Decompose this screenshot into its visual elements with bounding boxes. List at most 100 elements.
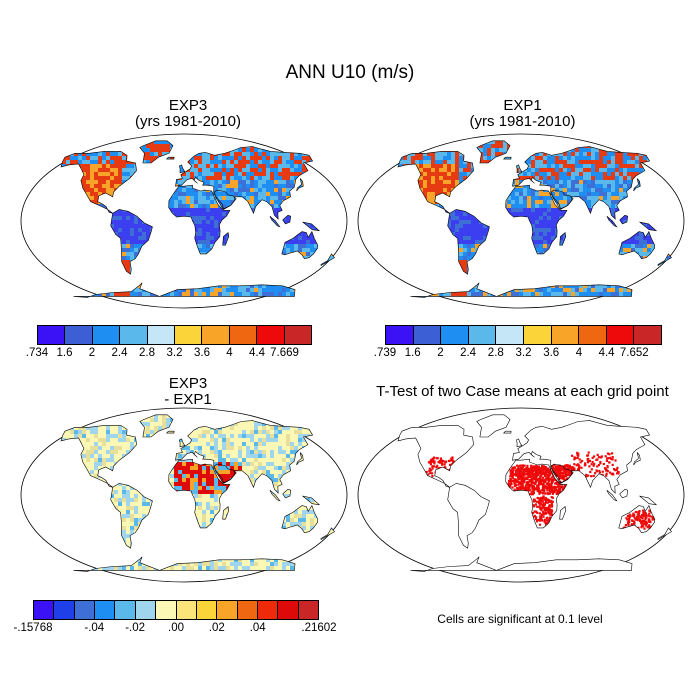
map-cell: [90, 132, 94, 136]
map-cell: [38, 168, 42, 172]
map-cell: [403, 304, 407, 308]
map-cell: [451, 220, 455, 224]
map-cell: [90, 160, 94, 164]
map-cell: [202, 164, 206, 168]
map-cell: [286, 184, 290, 188]
map-cell: [62, 288, 66, 292]
map-cell: [258, 300, 262, 304]
map-cell: [206, 216, 210, 220]
map-cell: [218, 292, 222, 296]
map-cell: [110, 168, 114, 172]
map-cell: [346, 148, 350, 152]
map-cell: [306, 308, 310, 310]
map-cell: [298, 148, 302, 152]
map-cell: [270, 140, 274, 144]
map-cell: [435, 136, 439, 140]
map-cell: [122, 232, 126, 236]
map-cell: [214, 216, 218, 220]
map-cell: [218, 168, 222, 172]
map-cell: [338, 268, 342, 272]
map-cell: [423, 300, 427, 304]
map-cell: [326, 308, 330, 310]
map-cell: [286, 176, 290, 180]
map-cell: [423, 152, 427, 156]
map-cell: [18, 252, 22, 256]
map-cell: [110, 220, 114, 224]
map-cell: [34, 288, 38, 292]
map-cell: [282, 168, 286, 172]
map-cell: [435, 132, 439, 136]
map-cell: [226, 188, 230, 192]
map-cell: [355, 196, 359, 200]
map-cell: [50, 296, 54, 300]
map-cell: [306, 140, 310, 144]
map-cell: [102, 308, 106, 310]
map-cell: [367, 144, 371, 148]
map-cell: [22, 244, 26, 248]
map-cell: [459, 228, 463, 232]
map-cell: [346, 248, 350, 252]
map-cell: [18, 180, 22, 184]
map-cell: [274, 180, 278, 184]
map-cell: [302, 308, 306, 310]
map-cell: [254, 180, 258, 184]
map-cell: [363, 252, 367, 256]
map-cell: [126, 232, 130, 236]
map-cell: [338, 284, 342, 288]
map-cell: [403, 308, 407, 310]
map-cell: [447, 152, 451, 156]
map-cell: [459, 292, 463, 296]
map-cell: [427, 156, 431, 160]
map-cell: [42, 284, 46, 288]
map-cell: [447, 136, 451, 140]
map-cell: [435, 164, 439, 168]
map-cell: [246, 164, 250, 168]
map-cell: [26, 132, 30, 136]
map-cell: [447, 192, 451, 196]
map-cell: [439, 140, 443, 144]
map-cell: [447, 160, 451, 164]
map-cell: [274, 300, 278, 304]
map-cell: [302, 300, 306, 304]
map-cell: [439, 152, 443, 156]
map-cell: [326, 280, 330, 284]
map-cell: [198, 292, 202, 296]
map-cell: [154, 308, 158, 310]
map-cell: [383, 156, 387, 160]
map-cell: [254, 136, 258, 140]
map-cell: [222, 160, 226, 164]
map-cell: [26, 256, 30, 260]
map-cell: [238, 152, 242, 156]
map-cell: [34, 296, 38, 300]
map-cell: [214, 168, 218, 172]
map-cell: [22, 156, 26, 160]
map-cell: [359, 148, 363, 152]
map-cell: [435, 168, 439, 172]
map-cell: [86, 304, 90, 308]
map-cell: [439, 164, 443, 168]
map-cell: [110, 172, 114, 176]
map-cell: [26, 168, 30, 172]
map-cell: [290, 176, 294, 180]
map-cell: [46, 152, 50, 156]
map-cell: [30, 152, 34, 156]
map-cell: [106, 160, 110, 164]
map-cell: [270, 292, 274, 296]
map-cell: [318, 304, 322, 308]
map-cell: [106, 136, 110, 140]
map-cell: [302, 132, 306, 136]
map-cell: [266, 292, 270, 296]
map-cell: [330, 140, 334, 144]
map-cell: [431, 300, 435, 304]
map-cell: [355, 140, 359, 144]
map-cell: [387, 288, 391, 292]
map-cell: [306, 144, 310, 148]
map-cell: [94, 168, 98, 172]
map-cell: [30, 144, 34, 148]
map-cell: [346, 164, 350, 168]
map-cell: [142, 236, 146, 240]
map-cell: [363, 156, 367, 160]
map-cell: [314, 296, 318, 298]
map-cell: [202, 172, 206, 176]
map-cell: [302, 244, 306, 248]
